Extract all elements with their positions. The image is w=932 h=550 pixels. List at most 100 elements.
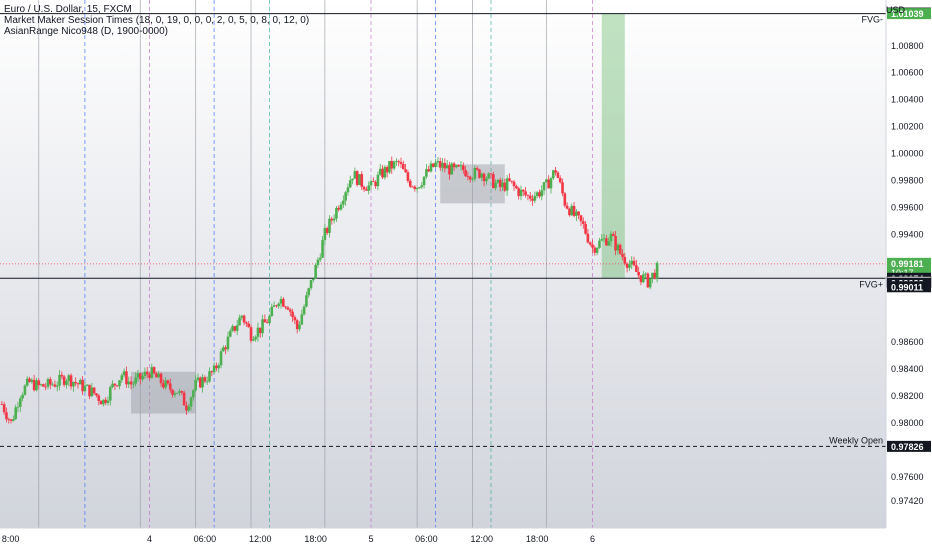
candle-body bbox=[180, 391, 184, 393]
candle-body bbox=[298, 324, 301, 330]
candle-body bbox=[489, 173, 493, 175]
fvg-plus-label: FVG+ bbox=[859, 279, 883, 289]
candle-body bbox=[258, 327, 262, 334]
candle-body bbox=[53, 384, 57, 387]
candle-body bbox=[611, 233, 615, 236]
price-label-tag bbox=[887, 440, 931, 452]
candle-body bbox=[81, 379, 84, 392]
candle-body bbox=[48, 379, 52, 385]
candle-body bbox=[108, 387, 112, 401]
candle-body bbox=[152, 367, 156, 374]
candle-body bbox=[621, 253, 624, 257]
candle-body bbox=[28, 378, 31, 382]
candle-body bbox=[540, 190, 544, 197]
price-label-text: 0.99011 bbox=[891, 282, 923, 292]
candle-body bbox=[545, 179, 548, 183]
candle-body bbox=[92, 387, 96, 394]
candle-body bbox=[519, 189, 523, 197]
time-tick-label: 06:00 bbox=[194, 534, 217, 544]
candle-body bbox=[85, 384, 89, 386]
indicator-asian-range[interactable]: AsianRange Nico948 (D, 1900-0000) bbox=[4, 26, 168, 37]
candle-body bbox=[510, 180, 514, 182]
candle-body bbox=[330, 218, 334, 221]
candle-body bbox=[344, 192, 347, 201]
candle-body bbox=[339, 204, 343, 210]
candle-body bbox=[441, 162, 444, 168]
candle-body bbox=[249, 327, 253, 341]
candle-body bbox=[136, 373, 140, 378]
price-tick-label: 1.00200 bbox=[891, 122, 924, 132]
candle-body bbox=[69, 375, 73, 387]
candle-body bbox=[62, 376, 66, 385]
candle-body bbox=[526, 195, 530, 197]
candle-body bbox=[452, 163, 456, 168]
candle-body bbox=[106, 400, 110, 403]
candle-body bbox=[565, 205, 569, 209]
candle-body bbox=[9, 419, 13, 421]
candle-body bbox=[233, 326, 237, 331]
candle-body bbox=[242, 315, 246, 323]
candle-body bbox=[97, 395, 101, 401]
symbol-line[interactable]: Euro / U.S. Dollar, 15, FXCM bbox=[4, 4, 132, 15]
candle-body bbox=[491, 174, 495, 188]
candle-body bbox=[150, 367, 154, 378]
candle-body bbox=[35, 380, 38, 391]
candle-body bbox=[111, 383, 114, 388]
candle-body bbox=[445, 165, 449, 169]
candle-body bbox=[104, 399, 107, 403]
candle-body bbox=[427, 169, 430, 172]
candle-body bbox=[67, 375, 71, 381]
candle-body bbox=[37, 380, 41, 386]
candle-body bbox=[235, 325, 239, 331]
candle-body bbox=[316, 259, 320, 266]
candle-body bbox=[205, 381, 209, 383]
candle-body bbox=[268, 316, 271, 324]
candle-body bbox=[159, 373, 163, 384]
candle-body bbox=[471, 178, 474, 180]
candle-body bbox=[351, 178, 354, 181]
candle-body bbox=[388, 160, 391, 173]
price-tick-label: 1.00600 bbox=[891, 68, 924, 78]
candle-body bbox=[598, 240, 601, 248]
price-tick-label: 0.98000 bbox=[891, 418, 924, 428]
candle-body bbox=[367, 185, 371, 191]
candle-body bbox=[549, 178, 553, 189]
candle-body bbox=[346, 187, 350, 193]
candle-body bbox=[531, 198, 534, 201]
candle-body bbox=[335, 207, 338, 219]
candle-body bbox=[182, 392, 186, 406]
candle-body bbox=[485, 178, 488, 182]
candle-body bbox=[538, 192, 541, 197]
candle-body bbox=[187, 406, 191, 411]
candle-body bbox=[390, 160, 394, 169]
candle-body bbox=[138, 373, 142, 380]
candle-body bbox=[551, 170, 555, 179]
candle-body bbox=[457, 165, 460, 167]
candle-body bbox=[443, 162, 447, 169]
candle-body bbox=[353, 171, 357, 179]
candle-body bbox=[325, 228, 329, 233]
price-tick-label: 1.00000 bbox=[891, 149, 924, 159]
candle-body bbox=[584, 223, 587, 234]
candle-body bbox=[118, 380, 121, 387]
time-axis[interactable] bbox=[0, 528, 886, 550]
candle-body bbox=[517, 188, 520, 197]
candle-body bbox=[385, 167, 389, 173]
candle-body bbox=[328, 218, 331, 233]
candle-body bbox=[143, 371, 147, 377]
candle-body bbox=[466, 176, 470, 177]
candle-body bbox=[450, 163, 454, 175]
indicator-session-times[interactable]: Market Maker Session Times (18, 0, 19, 0… bbox=[4, 15, 310, 26]
candle-body bbox=[591, 244, 594, 248]
candle-body bbox=[189, 397, 193, 407]
candle-body bbox=[95, 393, 98, 396]
price-tick-label: 0.98200 bbox=[891, 391, 924, 401]
candle-body bbox=[602, 238, 606, 240]
candle-body bbox=[240, 315, 244, 318]
candle-body bbox=[630, 260, 634, 265]
candle-body bbox=[122, 371, 126, 376]
candle-body bbox=[291, 311, 294, 318]
candle-body bbox=[535, 192, 539, 196]
candle-body bbox=[30, 379, 34, 382]
